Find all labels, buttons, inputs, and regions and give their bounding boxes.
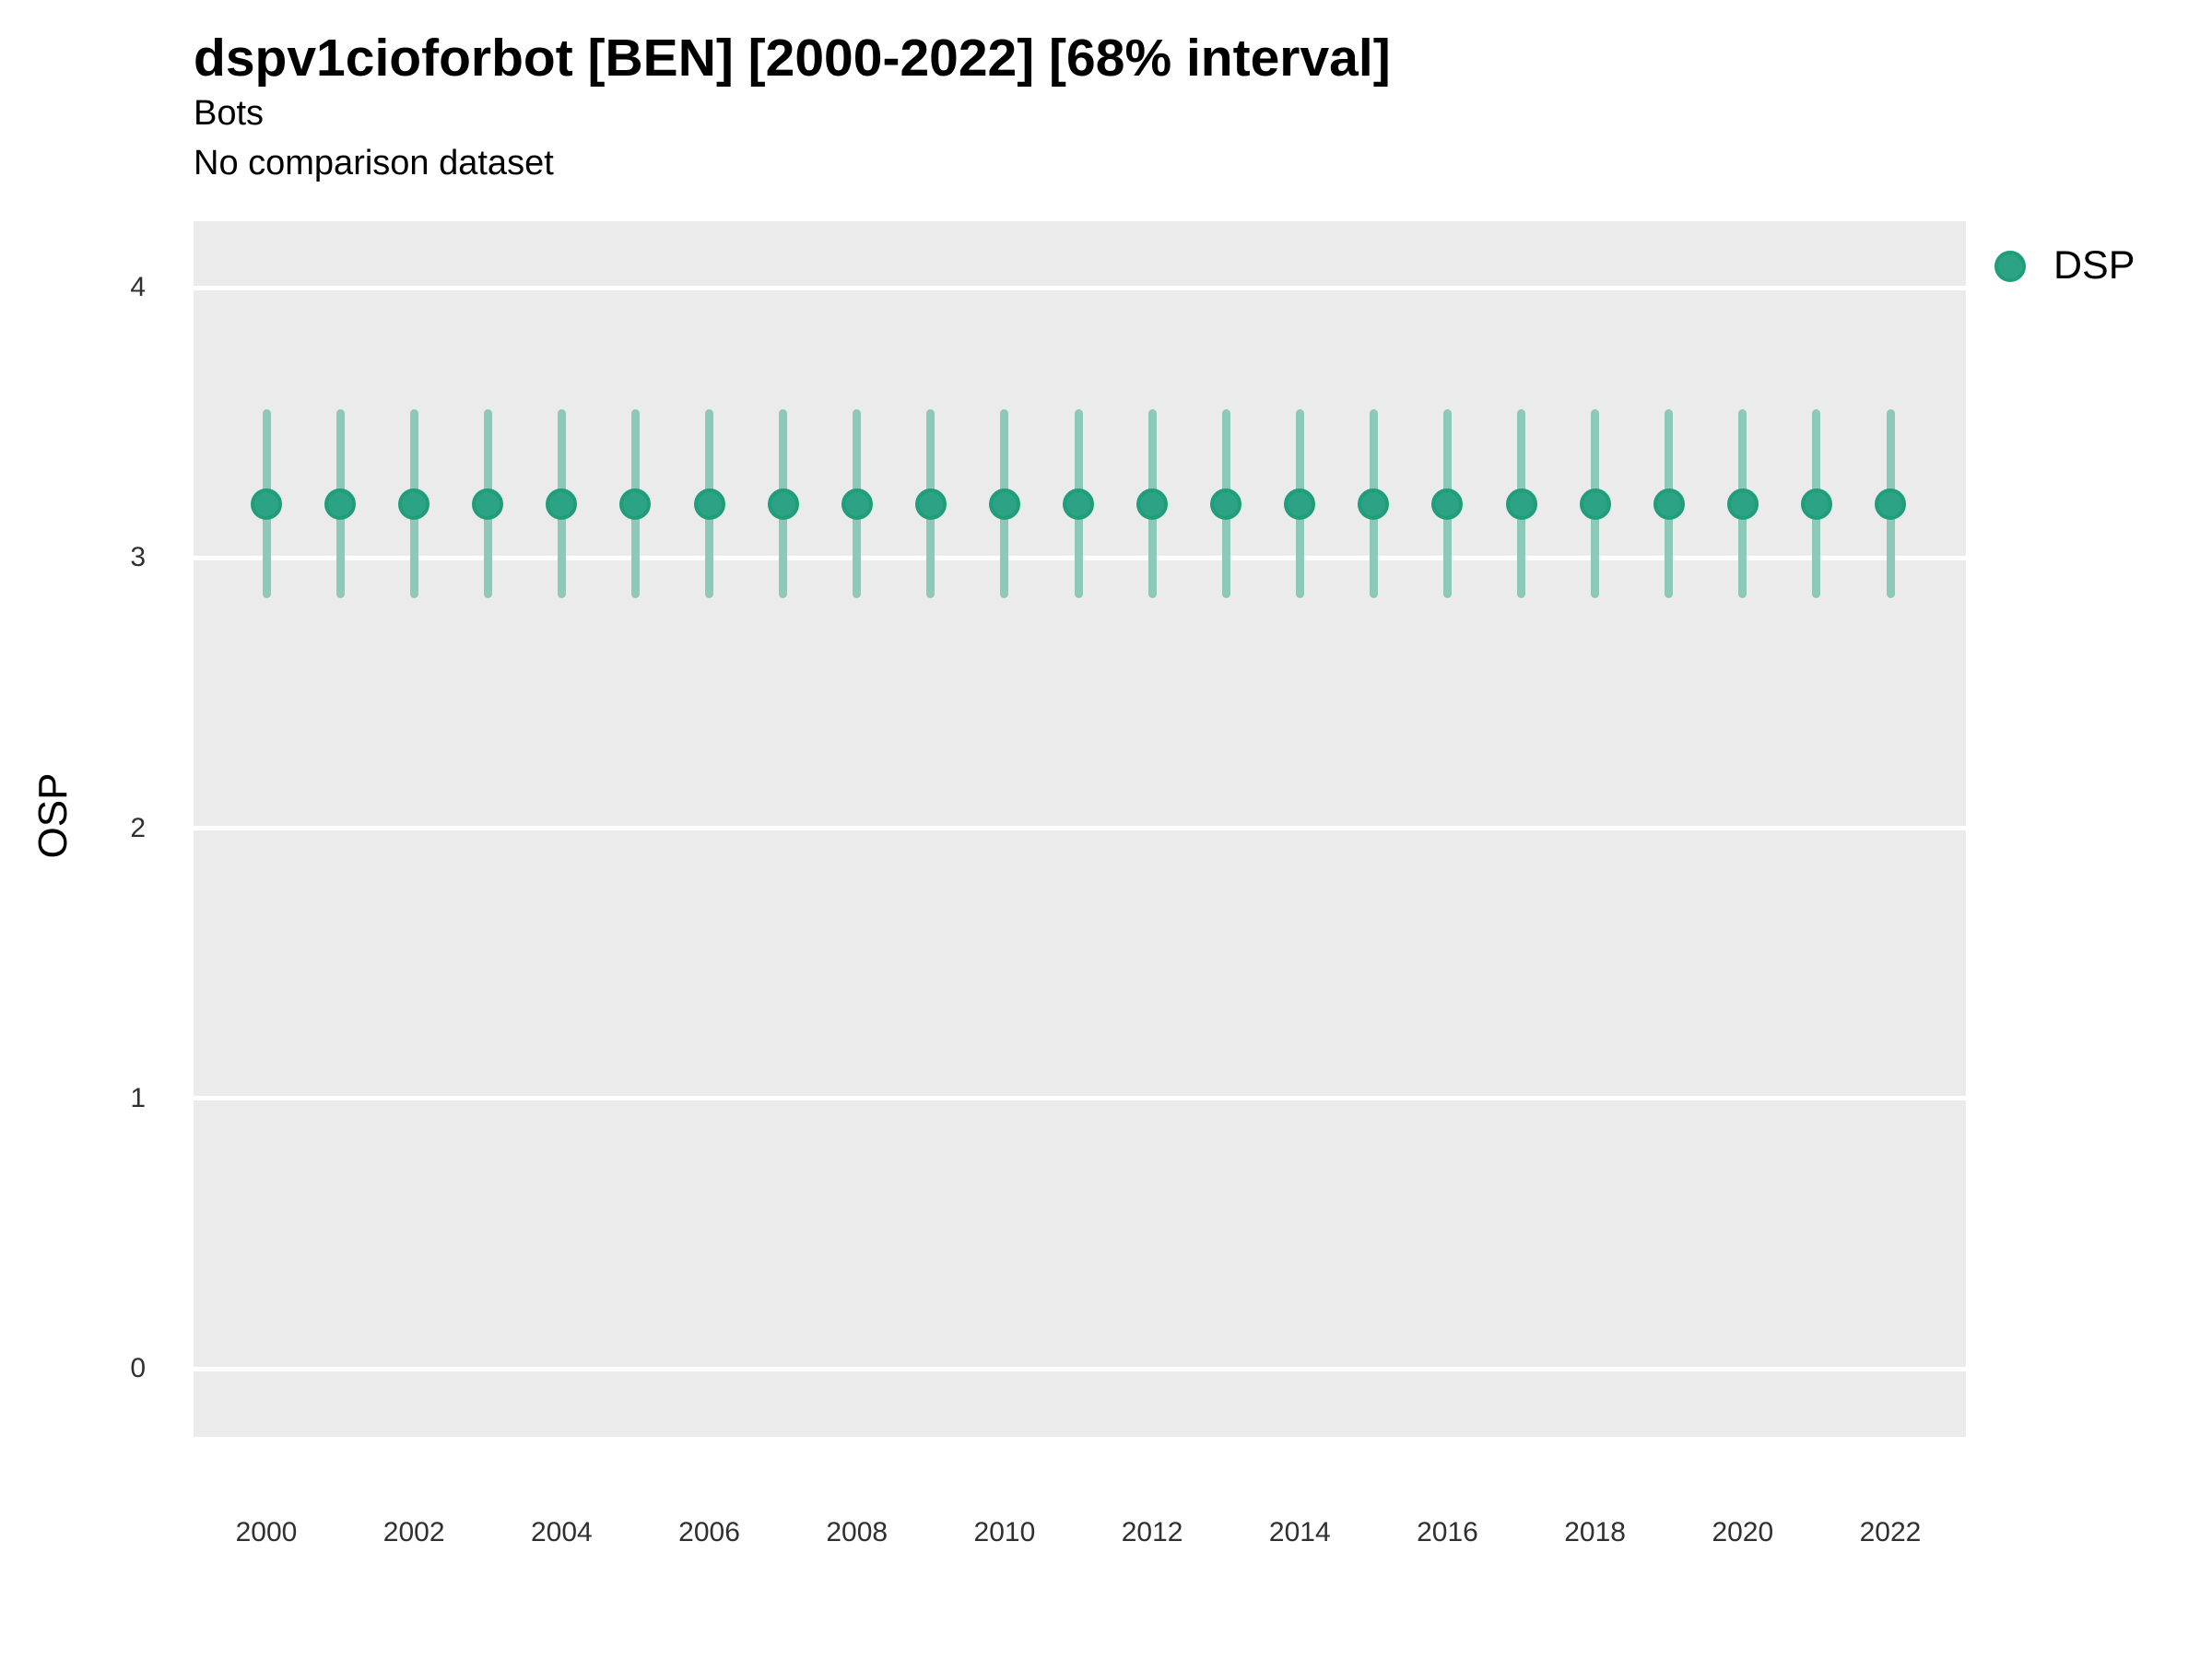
y-tick-label-1: 1 xyxy=(130,1082,146,1113)
data-point-2011 xyxy=(1063,488,1094,520)
data-point-2020 xyxy=(1726,488,1759,520)
gridline-y-4 xyxy=(194,285,1966,290)
x-tick-label-2002: 2002 xyxy=(382,1517,445,1547)
data-point-2010 xyxy=(988,488,1020,520)
data-point-2021 xyxy=(1800,488,1832,520)
legend: DSP xyxy=(1994,243,2135,288)
data-point-2001 xyxy=(324,488,357,520)
chart-subtitle: Bots xyxy=(194,94,265,133)
data-point-2015 xyxy=(1358,488,1390,520)
x-tick-label-2000: 2000 xyxy=(235,1517,298,1547)
x-tick-label-2004: 2004 xyxy=(530,1517,593,1547)
comparison-note: No comparison dataset xyxy=(194,144,554,182)
data-point-2012 xyxy=(1136,488,1169,520)
legend-circle-icon xyxy=(1994,250,2026,282)
data-point-2014 xyxy=(1284,488,1316,520)
gridline-y-0 xyxy=(194,1366,1966,1371)
gridline-y-1 xyxy=(194,1096,1966,1101)
data-point-2004 xyxy=(546,488,578,520)
x-tick-label-2008: 2008 xyxy=(826,1517,888,1547)
x-tick-label-2018: 2018 xyxy=(1564,1517,1626,1547)
x-tick-label-2012: 2012 xyxy=(1121,1517,1183,1547)
y-tick-label-3: 3 xyxy=(130,542,146,573)
legend-label: DSP xyxy=(2053,243,2136,288)
data-point-2007 xyxy=(767,488,799,520)
data-point-2009 xyxy=(914,488,947,520)
data-point-2002 xyxy=(398,488,430,520)
data-point-2003 xyxy=(472,488,504,520)
data-point-2018 xyxy=(1579,488,1611,520)
chart-title: dspv1cioforbot [BEN] [2000-2022] [68% in… xyxy=(194,29,1391,88)
x-tick-label-2010: 2010 xyxy=(973,1517,1036,1547)
x-tick-label-2006: 2006 xyxy=(678,1517,740,1547)
data-point-2013 xyxy=(1210,488,1242,520)
x-tick-label-2014: 2014 xyxy=(1268,1517,1331,1547)
x-tick-label-2020: 2020 xyxy=(1712,1517,1774,1547)
data-point-2005 xyxy=(619,488,652,520)
gridline-y-2 xyxy=(194,826,1966,830)
y-tick-label-4: 4 xyxy=(130,272,146,302)
plot-panel xyxy=(194,221,1966,1437)
data-point-2019 xyxy=(1653,488,1685,520)
x-tick-label-2016: 2016 xyxy=(1417,1517,1478,1547)
x-tick-label-2022: 2022 xyxy=(1859,1517,1922,1547)
data-point-2008 xyxy=(841,488,873,520)
data-point-2022 xyxy=(1875,488,1906,520)
data-point-2017 xyxy=(1505,488,1537,520)
y-tick-label-0: 0 xyxy=(130,1353,146,1383)
data-point-2016 xyxy=(1431,488,1464,520)
y-tick-label-2: 2 xyxy=(130,812,146,843)
data-point-2006 xyxy=(693,488,725,520)
data-point-2000 xyxy=(251,488,282,520)
y-axis-title: OSP xyxy=(30,772,76,859)
